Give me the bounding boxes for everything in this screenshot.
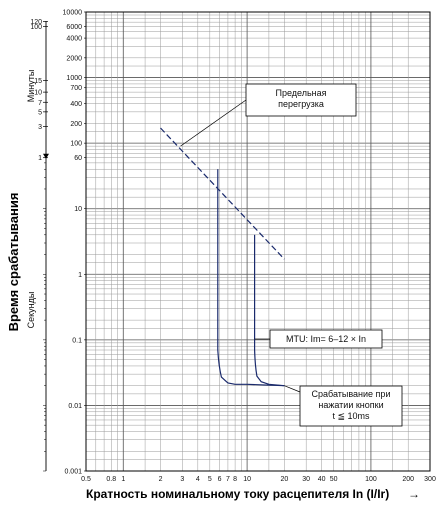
minute-tick-label: 15	[34, 78, 42, 85]
button-trip-callout-text: Срабатывание при	[312, 389, 391, 399]
minute-arrow	[43, 153, 49, 159]
x-tick-labels: 0.5 0.8 1 2 3 4 5 6 7 8 10 20 30 40 50 100 200 300	[81, 476, 436, 483]
y-tick-label: 100	[70, 141, 82, 148]
x-tick-label: 7	[226, 476, 230, 483]
button-trip-callout-box	[299, 385, 403, 427]
x-tick-label: 6	[218, 476, 222, 483]
overload-callout-text: перегрузка	[278, 99, 324, 109]
x-tick-label: 4	[196, 476, 200, 483]
button-trip-callout-text: t ≦ 10ms	[332, 411, 370, 421]
y-axis-seconds-label: Секунды	[26, 292, 36, 329]
y-tick-label: 60	[74, 155, 82, 162]
x-axis-arrow: →	[408, 487, 420, 501]
overload-callout-box	[245, 83, 357, 117]
y-tick-label: 0.001	[64, 469, 82, 476]
instantaneous-trip-curve	[254, 234, 285, 387]
y-tick-label: 4000	[66, 36, 82, 43]
y-tick-label: 400	[70, 101, 82, 108]
y-tick-label: 6000	[66, 24, 82, 31]
x-tick-label: 0.5	[81, 476, 91, 483]
y-tick-label: 200	[70, 121, 82, 128]
x-tick-label: 0.8	[106, 476, 116, 483]
x-tick-label: 100	[365, 476, 377, 483]
minute-tick-label: 5	[38, 109, 42, 116]
minute-tick-label: 100	[30, 24, 42, 31]
x-tick-label: 5	[208, 476, 212, 483]
x-tick-label: 1	[121, 476, 125, 483]
overload-leader	[180, 99, 247, 147]
minute-tick-label: 10	[34, 90, 42, 97]
minute-tick-label: 3	[38, 124, 42, 131]
x-tick-label: 3	[180, 476, 184, 483]
mtu-callout-text: MTU: Im= 6–12 × In	[286, 334, 366, 344]
y-tick-label: 10000	[63, 10, 83, 17]
overload-curve	[160, 127, 285, 260]
y-axis-label: Время срабатывания	[6, 193, 21, 332]
minute-tick-label: 7	[38, 100, 42, 107]
x-tick-label: 200	[402, 476, 414, 483]
y-tick-label: 1000	[66, 75, 82, 82]
x-tick-label: 20	[280, 476, 288, 483]
y-tick-label: 1	[78, 272, 82, 279]
y-tick-label: 0.01	[68, 403, 82, 410]
minute-tick-label: 120	[30, 19, 42, 26]
overload-callout-text: Предельная	[275, 88, 326, 98]
x-tick-label: 50	[330, 476, 338, 483]
instantaneous-trip-curve	[217, 169, 285, 387]
plot-frame	[85, 11, 431, 472]
button-trip-leader	[284, 385, 301, 393]
y-tick-labels: 10000 6000 4000 2000 1000 700 400 200 100 60 10 1 0.…	[63, 10, 86, 476]
curves	[160, 127, 285, 387]
y-tick-label: 10	[74, 206, 82, 213]
x-tick-label: 10	[243, 476, 251, 483]
x-tick-label: 30	[302, 476, 310, 483]
x-tick-label: 40	[318, 476, 326, 483]
button-trip-callout-text: нажатии кнопки	[318, 400, 383, 410]
x-tick-label: 300	[424, 476, 436, 483]
y-tick-label: 0.1	[72, 337, 82, 344]
minute-tick-label: 1	[38, 155, 42, 162]
x-axis-label: Кратность номинальному току расцепителя …	[86, 487, 389, 501]
y-tick-label: 2000	[66, 55, 82, 62]
x-tick-label: 8	[233, 476, 237, 483]
y-axis-minutes-label: Минуты	[26, 70, 36, 103]
y-tick-label: 700	[70, 85, 82, 92]
x-tick-label: 2	[159, 476, 163, 483]
